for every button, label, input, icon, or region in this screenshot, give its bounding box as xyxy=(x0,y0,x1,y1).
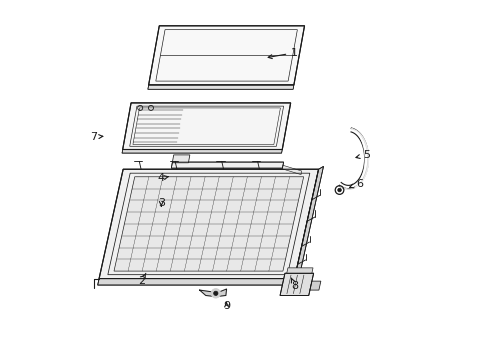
Polygon shape xyxy=(98,279,294,285)
Polygon shape xyxy=(122,149,282,153)
Polygon shape xyxy=(172,155,189,163)
Text: 1: 1 xyxy=(267,48,298,59)
Text: 7: 7 xyxy=(89,132,102,142)
Text: 9: 9 xyxy=(223,301,230,311)
Text: 8: 8 xyxy=(290,278,298,291)
Text: 6: 6 xyxy=(349,179,362,189)
Polygon shape xyxy=(199,290,212,296)
Polygon shape xyxy=(280,273,313,296)
Polygon shape xyxy=(219,289,226,296)
Text: 4: 4 xyxy=(158,173,168,183)
Polygon shape xyxy=(122,103,290,149)
Polygon shape xyxy=(309,281,320,290)
Polygon shape xyxy=(147,85,293,89)
Polygon shape xyxy=(286,268,312,273)
Circle shape xyxy=(337,188,341,192)
Circle shape xyxy=(213,291,218,296)
Polygon shape xyxy=(171,162,283,168)
Polygon shape xyxy=(114,177,303,271)
Polygon shape xyxy=(294,166,323,279)
Polygon shape xyxy=(99,169,318,279)
Text: 5: 5 xyxy=(355,150,369,160)
Polygon shape xyxy=(148,26,304,85)
Polygon shape xyxy=(282,165,301,175)
Text: 2: 2 xyxy=(138,273,145,286)
Text: 3: 3 xyxy=(158,198,164,208)
Circle shape xyxy=(211,289,220,298)
